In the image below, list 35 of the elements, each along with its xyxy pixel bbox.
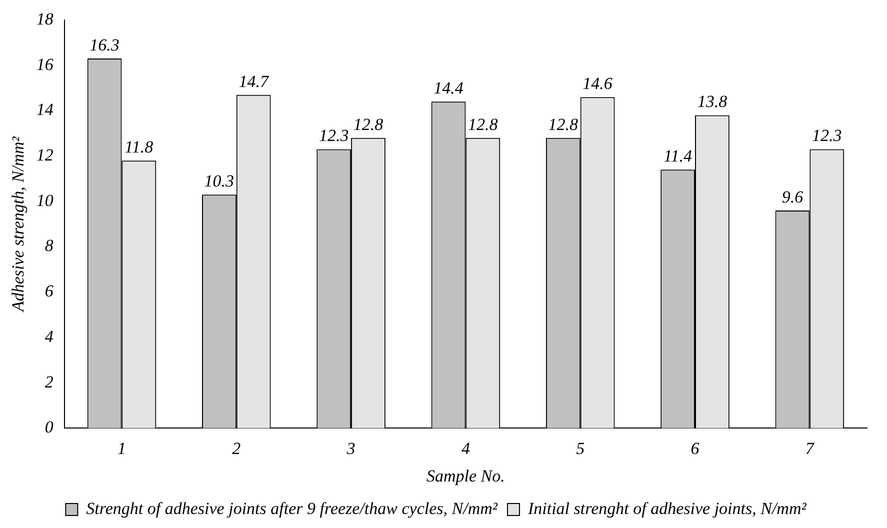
data-label: 12.8 xyxy=(353,114,384,134)
data-label: 11.8 xyxy=(124,138,154,157)
legend-label: Initial strenght of adhesive joints, N/mm² xyxy=(526,498,808,518)
data-label: 13.8 xyxy=(697,92,728,112)
data-label: 14.6 xyxy=(582,74,613,94)
data-label: 12.3 xyxy=(318,126,349,146)
x-tick-label: 6 xyxy=(690,438,700,458)
y-tick-label: 2 xyxy=(44,372,54,392)
y-tick-label: 6 xyxy=(44,282,54,301)
x-tick-label: 1 xyxy=(117,438,126,458)
data-label: 11.4 xyxy=(664,146,693,166)
data-label: 14.4 xyxy=(434,78,464,98)
y-tick-label: 10 xyxy=(36,190,54,210)
y-axis-title: Adhesive strength, N/mm² xyxy=(8,136,28,313)
data-label: 16.3 xyxy=(90,36,120,55)
y-tick-label: 0 xyxy=(44,418,54,437)
y-tick-label: 12 xyxy=(36,146,54,165)
x-tick-label: 4 xyxy=(461,438,470,458)
y-tick-label: 14 xyxy=(36,100,54,120)
x-tick-label: 2 xyxy=(232,438,242,458)
y-tick-label: 16 xyxy=(36,54,54,74)
x-tick-label: 7 xyxy=(805,438,816,458)
x-tick-label: 5 xyxy=(576,438,585,458)
y-tick-label: 8 xyxy=(44,236,54,256)
data-label: 10.3 xyxy=(204,172,234,191)
x-tick-label: 3 xyxy=(346,438,356,458)
data-label: 12.8 xyxy=(548,114,579,134)
data-label: 14.7 xyxy=(238,72,270,91)
data-label: 12.8 xyxy=(468,114,498,134)
legend-label: Strenght of adhesive joints after 9 freeze/thaw cycles, N/mm² xyxy=(86,498,498,518)
y-tick-label: 18 xyxy=(36,9,54,28)
y-tick-label: 4 xyxy=(44,326,54,346)
data-label: 9.6 xyxy=(782,187,804,206)
data-label: 12.3 xyxy=(812,126,842,146)
x-axis-title: Sample No. xyxy=(426,466,505,486)
